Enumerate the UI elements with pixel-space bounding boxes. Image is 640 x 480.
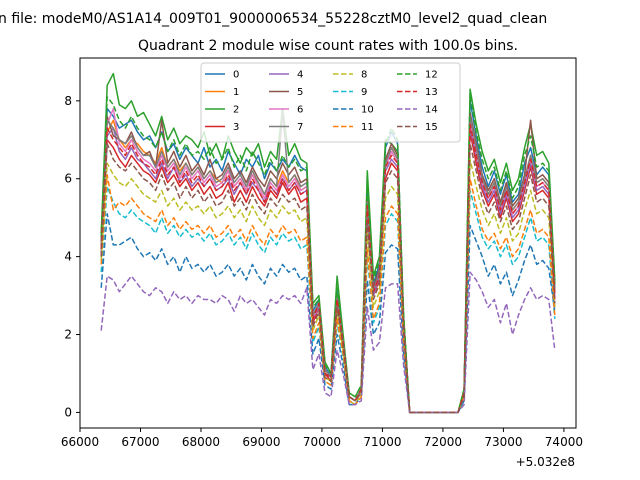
x-offset-label: +5.032e8 bbox=[516, 455, 575, 469]
legend-label-11: 11 bbox=[361, 122, 374, 133]
x-tick-label: 69000 bbox=[242, 435, 280, 449]
y-tick-label: 4 bbox=[64, 250, 72, 264]
legend-label-13: 13 bbox=[425, 87, 438, 98]
figure-suptitle: n file: modeM0/AS1A14_009T01_9000006534_… bbox=[0, 11, 547, 27]
series-line-13 bbox=[100, 123, 556, 414]
legend-label-12: 12 bbox=[425, 70, 438, 81]
x-tick-label: 71000 bbox=[363, 435, 401, 449]
legend-label-14: 14 bbox=[425, 105, 438, 116]
x-tick-label: 72000 bbox=[424, 435, 462, 449]
series-line-12 bbox=[100, 92, 556, 414]
legend-label-8: 8 bbox=[361, 70, 367, 81]
series-line-3 bbox=[100, 131, 556, 414]
legend-label-15: 15 bbox=[425, 122, 438, 133]
series-line-0 bbox=[100, 100, 556, 414]
y-tick-label: 2 bbox=[64, 328, 72, 342]
x-tick-label: 66000 bbox=[61, 435, 99, 449]
legend-label-9: 9 bbox=[361, 87, 367, 98]
legend-label-0: 0 bbox=[233, 70, 239, 81]
legend-label-1: 1 bbox=[233, 87, 239, 98]
series-line-10 bbox=[100, 213, 556, 414]
series-line-8 bbox=[100, 158, 556, 414]
series-line-2 bbox=[100, 72, 556, 414]
x-tick-label: 74000 bbox=[545, 435, 583, 449]
series-line-7 bbox=[100, 111, 556, 414]
y-tick-label: 8 bbox=[64, 94, 72, 108]
legend-label-4: 4 bbox=[297, 70, 303, 81]
legend-box bbox=[200, 62, 461, 143]
series-line-14 bbox=[100, 271, 556, 414]
legend-label-5: 5 bbox=[297, 87, 303, 98]
legend-label-10: 10 bbox=[361, 105, 374, 116]
x-tick-label: 68000 bbox=[182, 435, 220, 449]
series-line-15 bbox=[100, 142, 556, 414]
x-tick-label: 73000 bbox=[484, 435, 522, 449]
x-tick-label: 70000 bbox=[303, 435, 341, 449]
legend-label-6: 6 bbox=[297, 105, 303, 116]
y-tick-label: 0 bbox=[64, 405, 72, 419]
legend-label-3: 3 bbox=[233, 122, 239, 133]
plot-frame bbox=[79, 57, 577, 429]
x-axis: 66000 67000 68000 69000 70000 71000 72000 73000… bbox=[61, 428, 583, 449]
y-tick-label: 6 bbox=[64, 172, 72, 186]
series-layer bbox=[100, 72, 556, 414]
legend-label-2: 2 bbox=[233, 105, 239, 116]
x-tick-label: 67000 bbox=[121, 435, 159, 449]
y-axis: 0 2 4 6 8 bbox=[64, 94, 80, 419]
legend-label-7: 7 bbox=[297, 122, 303, 133]
chart-title: Quadrant 2 module wise count rates with … bbox=[138, 38, 518, 54]
series-line-11 bbox=[100, 174, 556, 414]
